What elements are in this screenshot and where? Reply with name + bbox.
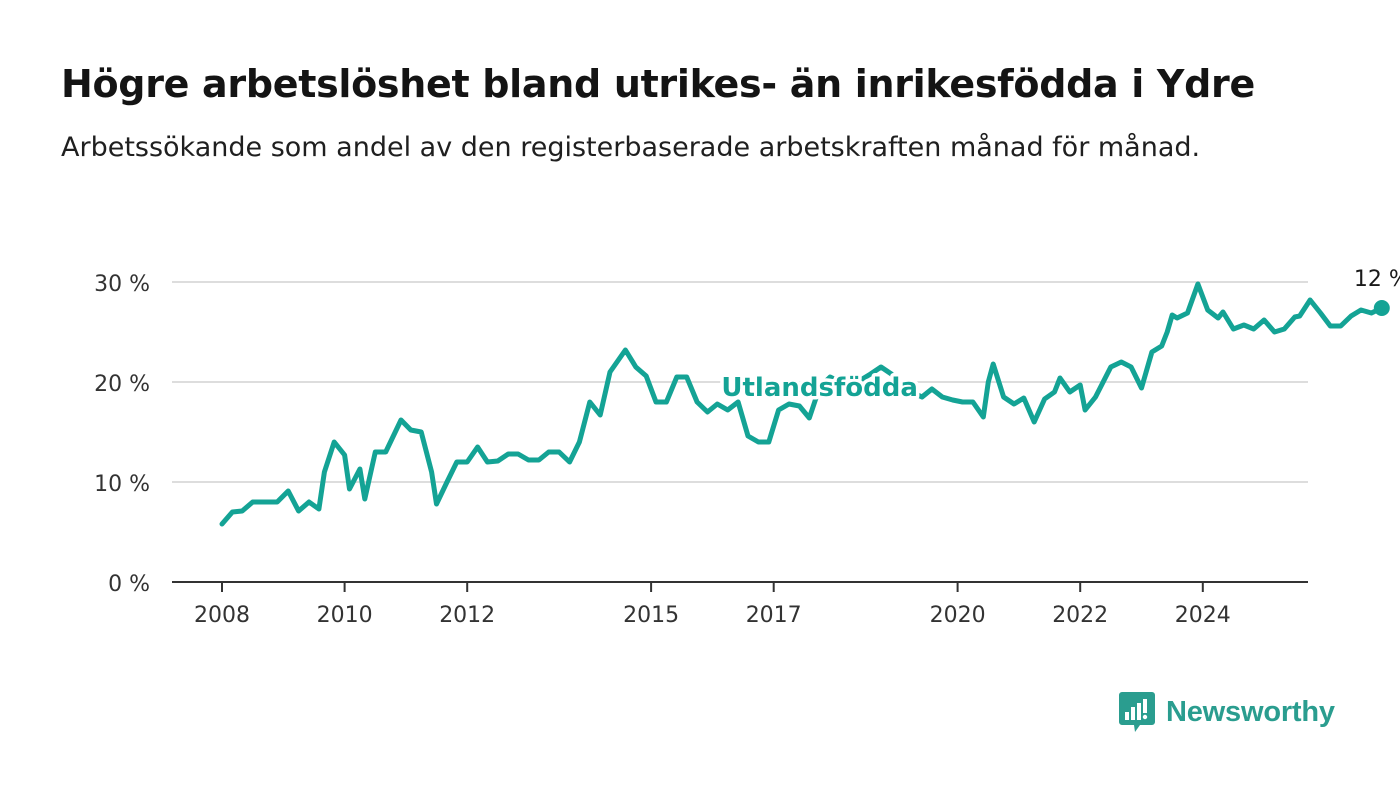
- series-labels: 12 % Utlandsfödda: [718, 267, 1400, 407]
- y-tick-label: 20 %: [94, 372, 150, 397]
- y-tick-label: 30 %: [94, 272, 150, 297]
- brand-logo: Newsworthy: [1118, 690, 1335, 734]
- x-tick-label: 2017: [746, 603, 802, 628]
- x-tick-label: 2010: [317, 603, 373, 628]
- y-tick-label: 10 %: [94, 472, 150, 497]
- chart-title: Högre arbetslöshet bland utrikes- än inr…: [61, 62, 1255, 106]
- x-axis: 2008 2010 2012 2015 2017 2020 2022 2024: [172, 581, 1308, 628]
- x-tick-label: 2020: [930, 603, 986, 628]
- x-tick-label: 2015: [623, 603, 679, 628]
- y-axis-tick-labels: 0 % 10 % 20 % 30 %: [94, 272, 150, 597]
- brand-name: Newsworthy: [1166, 695, 1335, 728]
- x-tick-label: 2022: [1052, 603, 1108, 628]
- x-tick-label: 2012: [439, 603, 495, 628]
- x-tick-label: 2008: [194, 603, 250, 628]
- x-tick-label: 2024: [1175, 603, 1231, 628]
- series-line-utlandsf-dda: [219, 281, 1385, 527]
- series-name-label-utlandsf-dda: Utlandsfödda: [721, 373, 918, 403]
- series-end-point-utlandsf-dda: [1373, 300, 1390, 316]
- series-lines: [219, 281, 1390, 527]
- y-tick-label: 0 %: [108, 572, 150, 597]
- newsworthy-logo-icon: [1119, 692, 1155, 732]
- chart-subtitle: Arbetssökande som andel av den registerb…: [61, 132, 1201, 163]
- series-end-label-utlandsf-dda: 12 %: [1354, 267, 1400, 292]
